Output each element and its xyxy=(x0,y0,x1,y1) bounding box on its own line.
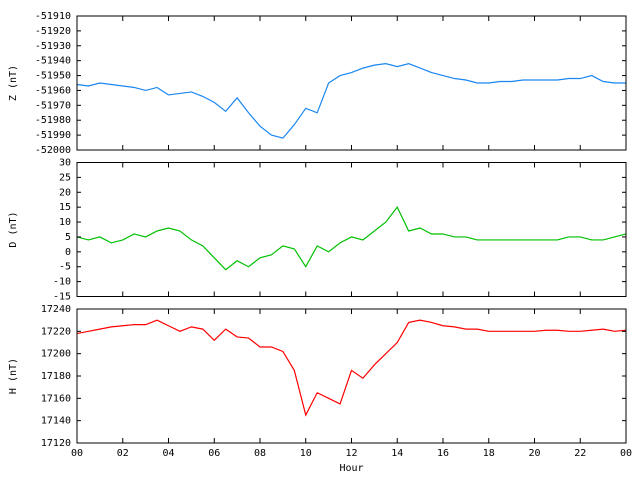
x-tick-label: 04 xyxy=(162,448,174,459)
plot-frame xyxy=(76,308,627,444)
y-tick-label: -15 xyxy=(53,292,71,303)
x-tick-label: 06 xyxy=(208,448,220,459)
y-tick-label: 20 xyxy=(59,187,71,198)
x-tick-label: 08 xyxy=(254,448,266,459)
y-tick-label: 5 xyxy=(65,232,71,243)
x-tick-label: 14 xyxy=(391,448,403,459)
x-tick-label: 10 xyxy=(300,448,312,459)
y-tick-label: 17180 xyxy=(41,371,71,382)
x-tick-label: 00 xyxy=(620,448,632,459)
y-tick-label: -52000 xyxy=(35,145,71,156)
y-tick-label: 17140 xyxy=(41,416,71,427)
plot-frame xyxy=(76,162,627,297)
y-tick-label: -10 xyxy=(53,277,71,288)
x-tick-label: 16 xyxy=(437,448,449,459)
y-tick-label: 17220 xyxy=(41,326,71,337)
x-tick-label: 20 xyxy=(528,448,540,459)
y-tick-label: 10 xyxy=(59,217,71,228)
y-tick-label: 17240 xyxy=(41,304,71,315)
x-tick-label: 12 xyxy=(345,448,357,459)
y-tick-label: 30 xyxy=(59,158,71,169)
x-tick-label: 02 xyxy=(117,448,129,459)
x-tick-label: 18 xyxy=(483,448,495,459)
plot-frame xyxy=(76,15,627,151)
y-axis-label: D (nT) xyxy=(8,211,19,247)
x-tick-label: 00 xyxy=(71,448,83,459)
y-tick-label: -51940 xyxy=(35,56,71,67)
y-tick-label: -51960 xyxy=(35,85,71,96)
y-tick-label: 25 xyxy=(59,172,71,183)
data-line xyxy=(76,206,627,271)
y-tick-label: 17120 xyxy=(41,438,71,449)
y-tick-label: 17200 xyxy=(41,349,71,360)
data-line xyxy=(76,319,627,417)
y-tick-label: -51980 xyxy=(35,115,71,126)
y-tick-label: -51920 xyxy=(35,26,71,37)
y-tick-label: -51910 xyxy=(35,11,71,22)
x-axis-label: Hour xyxy=(339,463,363,474)
y-tick-label: -51930 xyxy=(35,41,71,52)
y-tick-label: -51990 xyxy=(35,130,71,141)
y-tick-label: 17160 xyxy=(41,393,71,404)
y-tick-label: 0 xyxy=(65,247,71,258)
x-tick-label: 22 xyxy=(574,448,586,459)
y-axis-label: Z (nT) xyxy=(8,65,19,101)
y-tick-label: -51970 xyxy=(35,100,71,111)
data-line xyxy=(76,63,626,139)
y-tick-label: -51950 xyxy=(35,71,71,82)
y-tick-label: -5 xyxy=(59,262,71,273)
y-axis-label: H (nT) xyxy=(8,358,19,394)
y-tick-label: 15 xyxy=(59,202,71,213)
